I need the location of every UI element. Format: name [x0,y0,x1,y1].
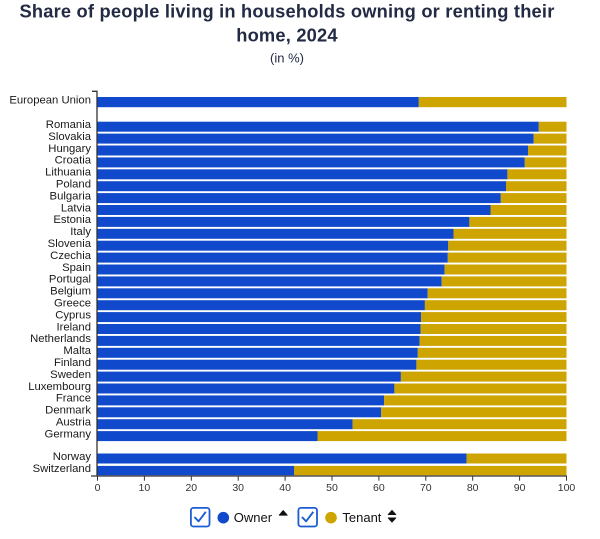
svg-text:40: 40 [279,482,291,494]
svg-text:100: 100 [558,482,576,494]
svg-text:Slovenia: Slovenia [48,238,92,250]
svg-text:Bulgaria: Bulgaria [50,190,92,202]
svg-text:60: 60 [373,482,385,494]
svg-text:Germany: Germany [45,428,92,440]
svg-text:Cyprus: Cyprus [55,309,91,321]
svg-text:Romania: Romania [46,119,92,131]
svg-text:home, 2024: home, 2024 [236,25,338,46]
svg-text:90: 90 [514,482,526,494]
svg-text:Denmark: Denmark [45,405,91,417]
svg-text:Norway: Norway [53,451,92,463]
svg-text:Austria: Austria [56,417,92,429]
svg-text:Netherlands: Netherlands [30,333,91,345]
svg-text:Switzerland: Switzerland [33,463,91,475]
svg-text:Latvia: Latvia [61,202,92,214]
svg-text:Finland: Finland [54,357,91,369]
svg-text:10: 10 [139,482,151,494]
svg-text:Lithuania: Lithuania [45,167,92,179]
svg-text:Owner: Owner [234,510,273,525]
svg-text:Malta: Malta [63,345,91,357]
svg-text:Belgium: Belgium [50,286,91,298]
svg-text:Slovakia: Slovakia [48,131,91,143]
svg-text:Sweden: Sweden [50,369,91,381]
svg-text:Share of people living in hous: Share of people living in households own… [19,1,554,22]
svg-text:70: 70 [420,482,432,494]
svg-text:Portugal: Portugal [49,274,91,286]
svg-text:Czechia: Czechia [50,250,92,262]
svg-text:Greece: Greece [54,298,91,310]
svg-text:Italy: Italy [70,226,91,238]
svg-text:Croatia: Croatia [55,155,92,167]
svg-text:80: 80 [467,482,479,494]
svg-text:Poland: Poland [56,179,91,191]
svg-text:30: 30 [232,482,244,494]
svg-text:(in %): (in %) [270,50,304,65]
svg-text:Estonia: Estonia [53,214,91,226]
svg-text:France: France [56,393,91,405]
svg-text:European Union: European Union [9,94,91,106]
svg-text:Hungary: Hungary [48,143,91,155]
svg-text:Spain: Spain [62,262,91,274]
svg-text:Tenant: Tenant [342,510,381,525]
svg-text:Ireland: Ireland [56,321,91,333]
svg-text:50: 50 [326,482,338,494]
svg-text:Luxembourg: Luxembourg [28,381,91,393]
svg-text:20: 20 [185,482,197,494]
svg-text:0: 0 [95,482,101,494]
